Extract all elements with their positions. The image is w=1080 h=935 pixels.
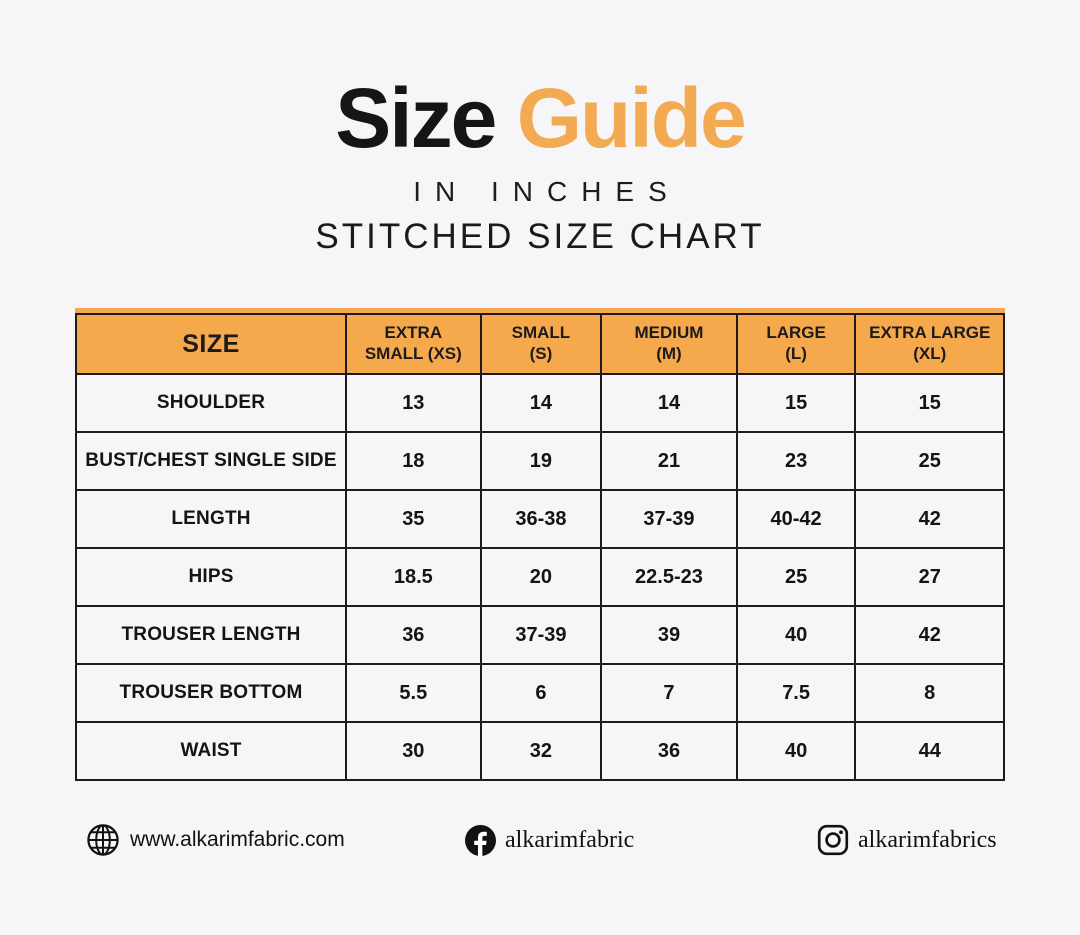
size-value-cell: 14	[600, 373, 738, 433]
size-value-cell: 39	[600, 605, 738, 665]
column-header-l-line2: (L)	[785, 344, 807, 363]
facebook-handle: alkarimfabric	[505, 826, 635, 853]
size-value-cell: 42	[854, 605, 1005, 665]
column-header-l-line1: LARGE	[766, 323, 826, 343]
table-row-waist: WAIST 30 32 36 40 44	[74, 721, 1005, 781]
size-value-cell: 44	[854, 721, 1005, 781]
size-value-cell: 36	[345, 605, 482, 665]
table-row-trouser-bottom: TROUSER BOTTOM 5.5 6 7 7.5 8	[74, 663, 1005, 723]
size-value-cell: 37-39	[479, 605, 603, 665]
globe-icon	[85, 822, 121, 858]
column-header-xs-line1: EXTRA	[384, 323, 443, 343]
column-header-s-line1: SMALL	[511, 323, 571, 343]
table-row-hips: HIPS 18.5 20 22.5-23 25 27	[74, 547, 1005, 607]
row-label: TROUSER LENGTH	[74, 605, 348, 665]
column-header-xl-line2: (XL)	[913, 344, 947, 363]
size-value-cell: 14	[479, 373, 603, 433]
column-header-m-line1: MEDIUM	[634, 323, 704, 343]
size-value-cell: 40-42	[735, 489, 857, 549]
size-table-body: SHOULDER 13 14 14 15 15 BUST/CHEST SINGL…	[74, 373, 1005, 781]
column-header-xs-line2: SMALL (XS)	[364, 344, 462, 363]
size-value-cell: 37-39	[600, 489, 738, 549]
column-header-xl: EXTRA LARGE (XL)	[854, 313, 1005, 375]
size-value-cell: 30	[345, 721, 482, 781]
row-label: LENGTH	[74, 489, 348, 549]
page-header: Size Guide IN INCHES STITCHED SIZE CHART	[0, 0, 1080, 257]
size-value-cell: 6	[479, 663, 603, 723]
size-value-cell: 23	[735, 431, 857, 491]
instagram-icon	[817, 824, 849, 856]
size-value-cell: 21	[600, 431, 738, 491]
subtitle-units: IN INCHES	[413, 176, 681, 207]
size-value-cell: 7	[600, 663, 738, 723]
size-value-cell: 15	[735, 373, 857, 433]
size-value-cell: 5.5	[345, 663, 482, 723]
size-value-cell: 42	[854, 489, 1005, 549]
row-label: SHOULDER	[74, 373, 348, 433]
page-title-black: Size	[335, 71, 497, 165]
size-value-cell: 18.5	[345, 547, 482, 607]
row-label: HIPS	[74, 547, 348, 607]
column-header-s: SMALL (S)	[479, 313, 603, 375]
row-label: WAIST	[74, 721, 348, 781]
size-value-cell: 35	[345, 489, 482, 549]
size-table-header: SIZE EXTRA SMALL (XS) SMALL (S) MEDIUM (…	[74, 313, 1005, 375]
size-value-cell: 18	[345, 431, 482, 491]
size-value-cell: 40	[735, 721, 857, 781]
column-header-xl-line1: EXTRA LARGE	[869, 323, 991, 343]
instagram-handle: alkarimfabrics	[858, 826, 997, 853]
table-row-shoulder: SHOULDER 13 14 14 15 15	[74, 373, 1005, 433]
size-value-cell: 19	[479, 431, 603, 491]
column-header-size: SIZE	[74, 313, 348, 375]
column-header-s-line2: (S)	[529, 344, 553, 363]
column-header-l: LARGE (L)	[735, 313, 857, 375]
size-value-cell: 36-38	[479, 489, 603, 549]
size-value-cell: 15	[854, 373, 1005, 433]
footer: www.alkarimfabric.com alkarimfabric alka…	[75, 817, 1005, 863]
size-value-cell: 7.5	[735, 663, 857, 723]
footer-facebook: alkarimfabric	[465, 817, 634, 863]
size-value-cell: 27	[854, 547, 1005, 607]
size-value-cell: 25	[735, 547, 857, 607]
column-header-xs: EXTRA SMALL (XS)	[345, 313, 482, 375]
size-value-cell: 36	[600, 721, 738, 781]
size-value-cell: 20	[479, 547, 603, 607]
column-header-m: MEDIUM (M)	[600, 313, 738, 375]
footer-instagram: alkarimfabrics	[817, 817, 997, 863]
size-value-cell: 32	[479, 721, 603, 781]
page-title: Size Guide	[0, 76, 1080, 160]
header-row: SIZE EXTRA SMALL (XS) SMALL (S) MEDIUM (…	[74, 313, 1005, 375]
website-url: www.alkarimfabric.com	[130, 828, 345, 851]
table-row-length: LENGTH 35 36-38 37-39 40-42 42	[74, 489, 1005, 549]
size-value-cell: 13	[345, 373, 482, 433]
size-value-cell: 8	[854, 663, 1005, 723]
page-title-orange: Guide	[516, 71, 747, 165]
size-value-cell: 25	[854, 431, 1005, 491]
subtitle-chart: STITCHED SIZE CHART	[315, 217, 765, 256]
size-value-cell: 40	[735, 605, 857, 665]
facebook-icon	[465, 824, 496, 856]
table-row-bust: BUST/CHEST SINGLE SIDE 18 19 21 23 25	[74, 431, 1005, 491]
footer-website: www.alkarimfabric.com	[85, 817, 345, 863]
row-label: TROUSER BOTTOM	[74, 663, 348, 723]
size-table: SIZE EXTRA SMALL (XS) SMALL (S) MEDIUM (…	[74, 313, 1005, 781]
size-value-cell: 22.5-23	[600, 547, 738, 607]
column-header-m-line2: (M)	[656, 344, 682, 363]
table-row-trouser-length: TROUSER LENGTH 36 37-39 39 40 42	[74, 605, 1005, 665]
size-chart: SIZE EXTRA SMALL (XS) SMALL (S) MEDIUM (…	[74, 308, 1005, 781]
row-label: BUST/CHEST SINGLE SIDE	[74, 431, 348, 491]
